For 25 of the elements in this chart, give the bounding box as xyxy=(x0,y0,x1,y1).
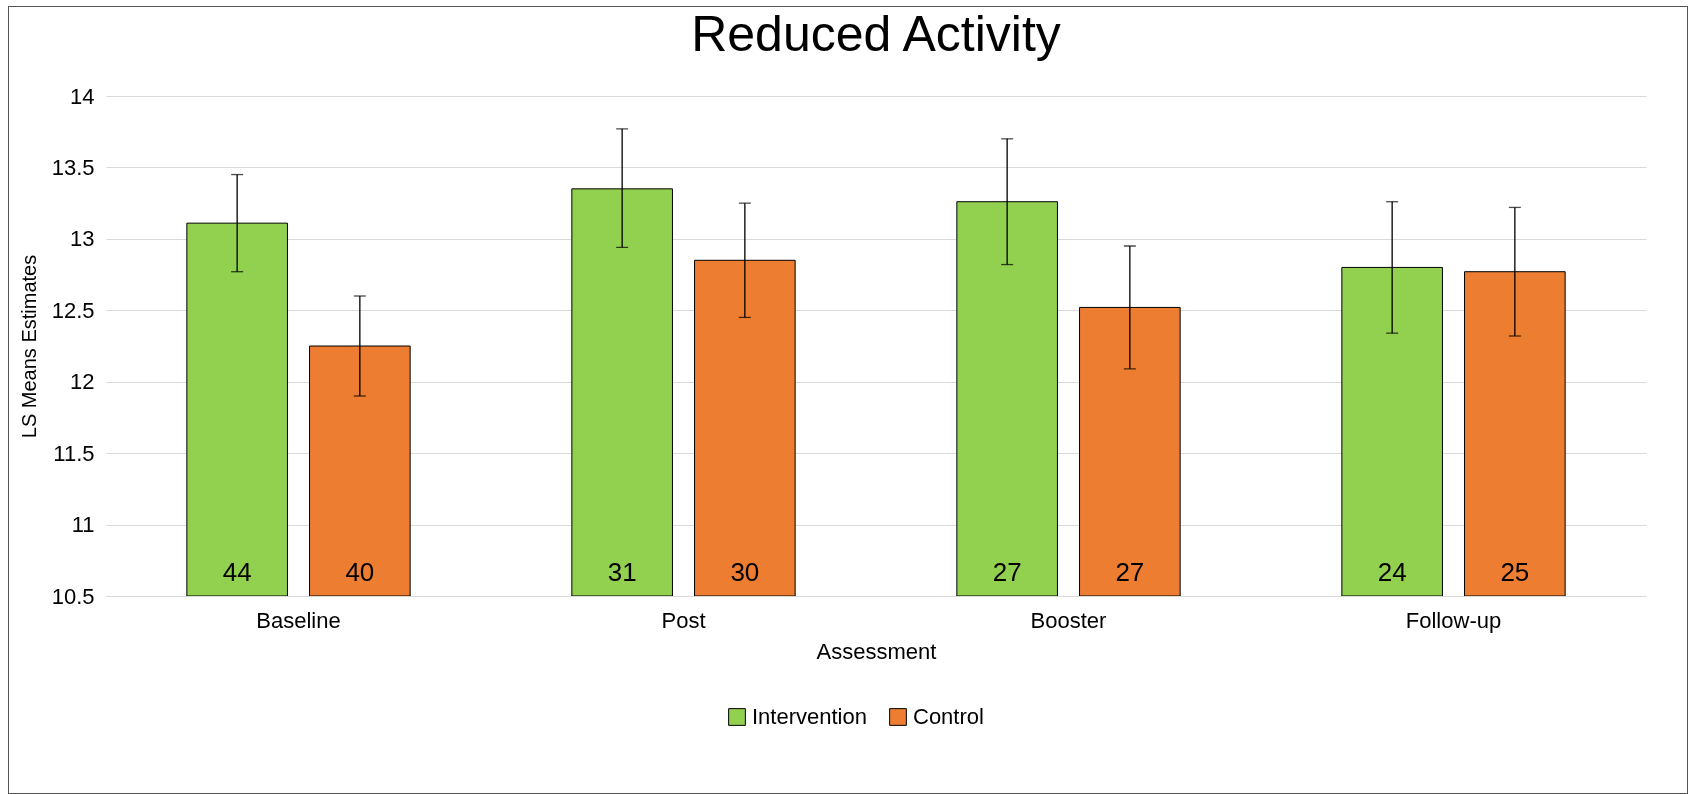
x-tick-label: Booster xyxy=(1030,607,1107,633)
y-tick-label: 12 xyxy=(70,369,95,395)
annotation: 31 xyxy=(607,557,637,587)
y-tick-label: 11.5 xyxy=(53,440,95,466)
y-tick-label: 11 xyxy=(71,512,95,538)
annotation: 30 xyxy=(730,557,760,587)
annotation: 27 xyxy=(992,557,1022,587)
annotation: 24 xyxy=(1377,557,1407,587)
chart-title: Reduced Activity xyxy=(691,6,1061,62)
legend-label: Intervention xyxy=(752,704,867,729)
x-tick-label: Baseline xyxy=(256,607,341,633)
x-tick-label: Follow-up xyxy=(1405,607,1502,633)
annotation: 27 xyxy=(1115,557,1145,587)
annotation: 25 xyxy=(1500,557,1530,587)
y-axis-title: LS Means Estimates xyxy=(17,254,40,439)
legend-label: Control xyxy=(913,704,984,729)
y-tick-label: 13.5 xyxy=(51,154,95,180)
annotation: 44 xyxy=(222,557,252,587)
x-tick-label: Post xyxy=(661,607,706,633)
x-axis-title: Assessment xyxy=(816,638,937,664)
annotation: 40 xyxy=(345,557,375,587)
y-tick-label: 12.5 xyxy=(51,297,95,323)
y-tick-label: 14 xyxy=(70,83,95,109)
y-tick-label: 10.5 xyxy=(51,583,95,609)
y-tick-label: 13 xyxy=(70,226,95,252)
